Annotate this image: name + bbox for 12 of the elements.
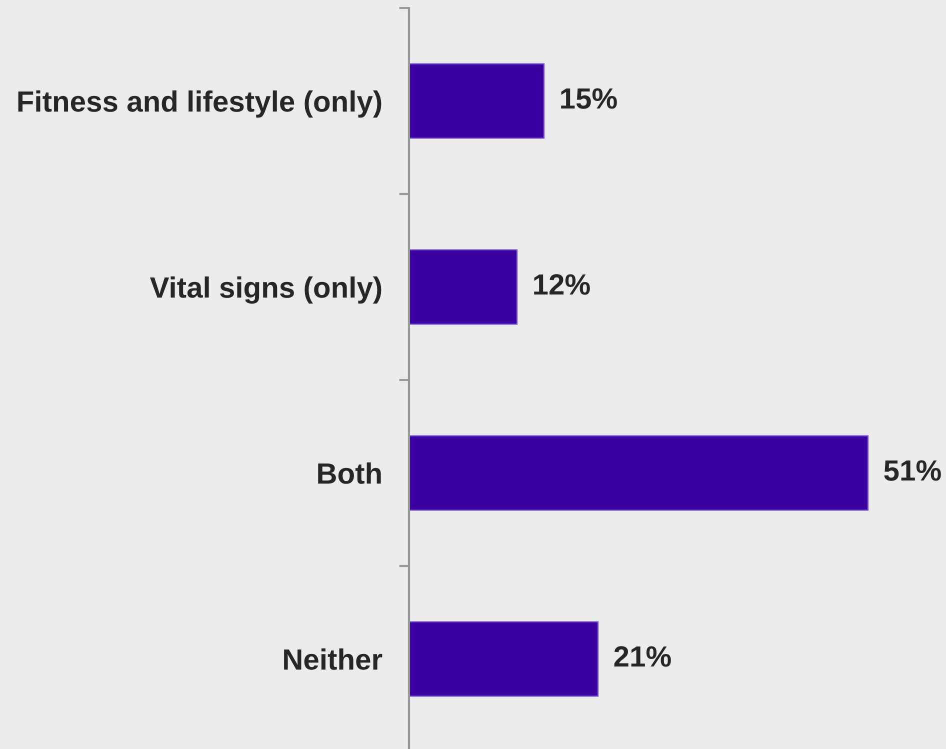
bar — [409, 249, 518, 325]
data-label: 15% — [561, 88, 617, 109]
bar — [409, 621, 599, 697]
data-label: 51% — [884, 460, 941, 481]
bar — [409, 63, 545, 139]
y-tick-label: Neither — [284, 648, 382, 670]
y-tick-label: Vital signs (only) — [150, 276, 382, 304]
data-label: 12% — [534, 274, 590, 295]
y-tick-label: Both — [318, 462, 381, 484]
data-label: 21% — [614, 646, 671, 667]
bar — [409, 435, 869, 511]
y-tick-label: Fitness and lifestyle (only) — [18, 90, 382, 118]
